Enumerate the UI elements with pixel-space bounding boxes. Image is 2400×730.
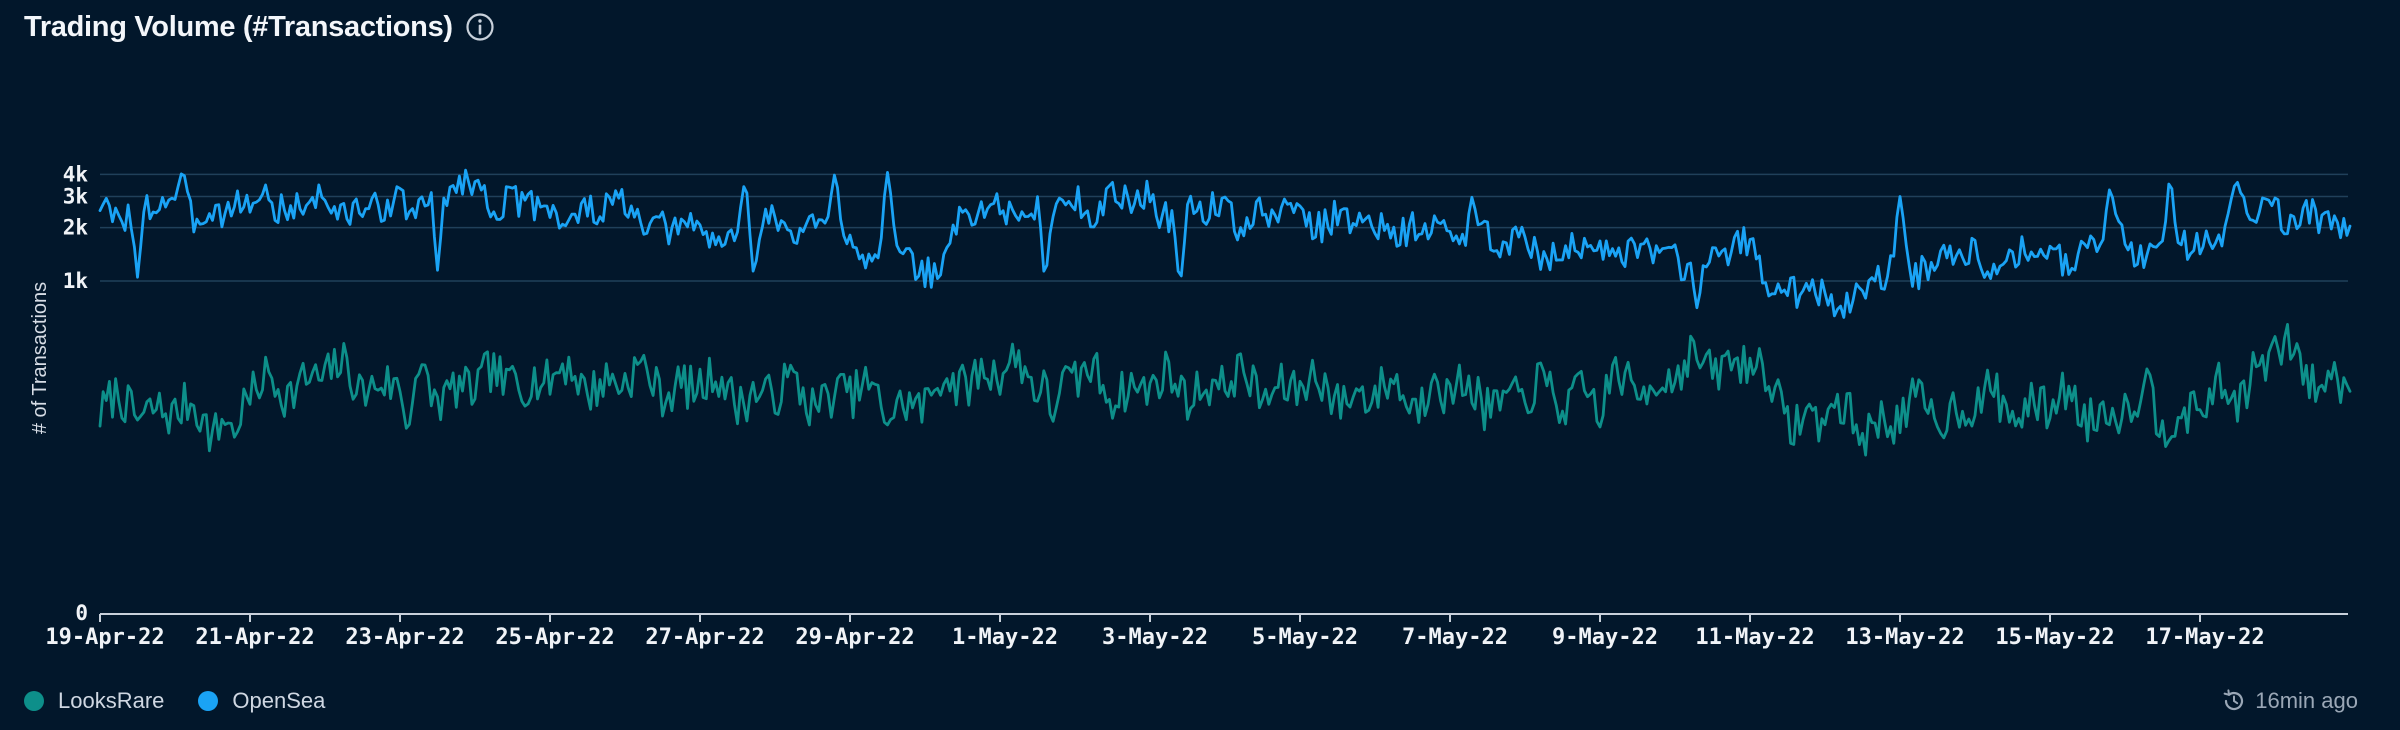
last-updated: 16min ago — [2221, 686, 2358, 716]
legend-item-opensea[interactable]: OpenSea — [198, 688, 325, 714]
x-tick-label-5-May-22: 5-May-22 — [1252, 625, 1358, 650]
x-tick-label-9-May-22: 9-May-22 — [1552, 625, 1658, 650]
x-tick-label-15-May-22: 15-May-22 — [1995, 625, 2114, 650]
y-tick-label-1k: 1k — [63, 269, 89, 293]
x-tick-label-21-Apr-22: 21-Apr-22 — [195, 625, 314, 650]
x-tick-label-25-Apr-22: 25-Apr-22 — [495, 625, 614, 650]
x-tick-label-1-May-22: 1-May-22 — [952, 625, 1058, 650]
series-line-opensea — [98, 168, 2352, 319]
clock-history-icon — [2223, 689, 2244, 711]
legend-swatch-looksrare — [24, 691, 44, 711]
legend-swatch-opensea — [198, 691, 219, 711]
x-tick-label-17-May-22: 17-May-22 — [2145, 625, 2264, 650]
y-axis-label: # of Transactions — [29, 282, 51, 434]
y-tick-label-2k: 2k — [63, 216, 89, 240]
series-lines — [98, 168, 2352, 457]
chart-header: Trading Volume (#Transactions) — [24, 8, 495, 46]
x-tick-label-3-May-22: 3-May-22 — [1102, 625, 1208, 650]
y-tick-label-4k: 4k — [63, 162, 89, 186]
x-tick-label-7-May-22: 7-May-22 — [1402, 625, 1508, 650]
x-tick-label-29-Apr-22: 29-Apr-22 — [795, 625, 914, 650]
x-tick-label-27-Apr-22: 27-Apr-22 — [645, 625, 764, 650]
y-tick-label-0: 0 — [75, 601, 88, 625]
series-line-looksrare — [98, 323, 2352, 457]
x-tick-label-19-Apr-22: 19-Apr-22 — [45, 625, 164, 650]
legend: LooksRare OpenSea — [24, 686, 325, 716]
legend-label-looksrare: LooksRare — [58, 688, 165, 713]
y-tick-label-3k: 3k — [63, 184, 89, 208]
info-icon[interactable] — [465, 12, 495, 42]
legend-label-opensea: OpenSea — [232, 688, 326, 713]
legend-item-looksrare[interactable]: LooksRare — [24, 688, 164, 714]
last-updated-text: 16min ago — [2255, 688, 2358, 713]
chart-title: Trading Volume (#Transactions) — [24, 10, 453, 43]
x-tick-label-13-May-22: 13-May-22 — [1845, 625, 1964, 650]
x-tick-label-11-May-22: 11-May-22 — [1695, 625, 1814, 650]
x-tick-label-23-Apr-22: 23-Apr-22 — [345, 625, 464, 650]
